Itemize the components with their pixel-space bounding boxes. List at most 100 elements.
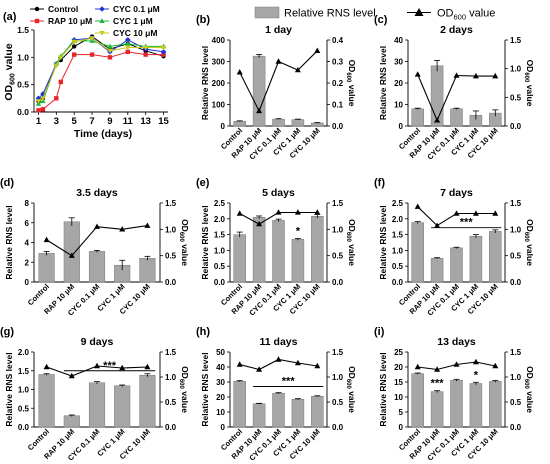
y-tick-label: 0 xyxy=(399,122,404,131)
od600-point xyxy=(314,47,321,53)
panel-label: (h) xyxy=(196,326,210,338)
y2-tick-label: 0.0 xyxy=(510,423,522,432)
y2-axis-label: OD600 value xyxy=(523,219,535,266)
bar xyxy=(411,222,424,283)
y2-tick-label: 0.2 xyxy=(332,79,344,88)
y-tick-label: 0.5 xyxy=(17,80,29,90)
bar xyxy=(272,118,285,127)
bar xyxy=(114,385,131,428)
od600-point xyxy=(453,72,460,78)
y2-tick-label: 1.0 xyxy=(332,373,344,382)
data-point xyxy=(125,37,131,43)
y2-tick-label: 1.0 xyxy=(510,65,522,74)
y2-tick-label: 1.5 xyxy=(510,36,522,45)
data-point xyxy=(40,96,46,102)
panel-label: (b) xyxy=(196,14,210,26)
data-point xyxy=(125,49,130,55)
bar xyxy=(38,374,55,428)
bar xyxy=(88,251,106,283)
od600-point xyxy=(434,366,441,372)
growth-ticks: 1 3 5 7 9 11 13 150.00.51.01.5 xyxy=(17,25,169,127)
x-axis-label: Time (days) xyxy=(74,128,132,140)
y-tick-label: 10 xyxy=(394,101,403,110)
y-axis-label: Relative RNS level xyxy=(200,205,210,279)
od600-point xyxy=(472,210,479,216)
od600-point xyxy=(275,209,282,215)
bar xyxy=(252,55,266,127)
y-tick-label: 2.0 xyxy=(214,215,226,224)
y2-tick-label: 1.5 xyxy=(332,348,344,357)
bar xyxy=(291,119,305,127)
data-point xyxy=(107,48,113,54)
y2-tick-label: 1.0 xyxy=(165,225,177,234)
od600-point xyxy=(492,362,499,369)
legend-label: CYC 0.1 μM xyxy=(113,4,160,14)
y2-tick-label: 0.3 xyxy=(332,58,344,67)
y2-tick-label: 0.5 xyxy=(165,252,177,261)
bar xyxy=(252,216,266,283)
od600-point xyxy=(414,71,421,77)
y-tick-label: 0 xyxy=(399,423,404,432)
y-tick-label: 2.0 xyxy=(392,215,404,224)
bar xyxy=(469,235,483,283)
od600-point xyxy=(236,361,243,367)
y-tick-label: 50 xyxy=(216,348,225,357)
panel-label: (c) xyxy=(374,14,388,26)
od600-point xyxy=(43,363,50,370)
x-tick-label: 13 xyxy=(140,116,151,127)
bar xyxy=(469,383,483,428)
significance-mark: *** xyxy=(103,360,117,372)
data-point xyxy=(34,6,40,12)
data-point xyxy=(107,43,113,49)
y-tick-label: 2.5 xyxy=(214,199,226,208)
y-tick-label: 25 xyxy=(394,348,403,357)
panel-title: 9 days xyxy=(81,336,114,348)
bar xyxy=(233,121,246,127)
data-point xyxy=(71,40,77,45)
od600-point xyxy=(492,72,499,79)
y2-tick-label: 0.5 xyxy=(332,398,344,407)
y-tick-label: 0 xyxy=(25,278,30,287)
od600-point xyxy=(275,356,282,362)
y-tick-label: 40 xyxy=(216,363,225,372)
panel-label: (g) xyxy=(0,326,14,338)
data-point xyxy=(107,55,113,60)
y-tick-label: 1.5 xyxy=(18,367,30,376)
y2-tick-label: 1.5 xyxy=(332,199,344,208)
od600-point xyxy=(144,363,151,370)
od600-point xyxy=(119,226,126,232)
x-tick-label: 9 xyxy=(107,116,112,127)
panel-title: 11 days xyxy=(260,336,298,348)
od600-point xyxy=(94,223,100,229)
y2-tick-label: 1.5 xyxy=(165,199,177,208)
bar xyxy=(489,381,502,428)
od600-point xyxy=(472,72,479,79)
y-tick-label: 400 xyxy=(212,36,226,45)
od600-point xyxy=(314,209,321,215)
y-axis-label: Relative RNS level xyxy=(378,46,388,120)
od600-point xyxy=(434,222,441,228)
y2-axis-label: OD600 value xyxy=(345,366,357,413)
legend-bar-swatch xyxy=(254,6,280,19)
bar xyxy=(272,393,285,428)
data-point xyxy=(53,63,60,69)
data-point xyxy=(58,55,64,61)
legend-label: Control xyxy=(48,4,78,14)
od600-point xyxy=(472,358,479,365)
data-point xyxy=(160,49,167,55)
y-tick-label: 0.5 xyxy=(18,404,30,413)
bar xyxy=(430,65,444,127)
data-point xyxy=(58,79,63,85)
od600-point xyxy=(256,366,263,372)
significance-mark: *** xyxy=(431,378,445,390)
legend-label: CYC 1 μM xyxy=(113,16,153,26)
y-tick-label: 8 xyxy=(25,199,30,208)
od600-point xyxy=(256,220,263,227)
panel-label-a: (a) xyxy=(3,11,17,23)
bar xyxy=(252,403,266,428)
bar xyxy=(233,234,246,283)
panel-label: (e) xyxy=(196,177,210,189)
panel-title: 7 days xyxy=(440,187,473,199)
y2-tick-label: 0.5 xyxy=(165,398,177,407)
